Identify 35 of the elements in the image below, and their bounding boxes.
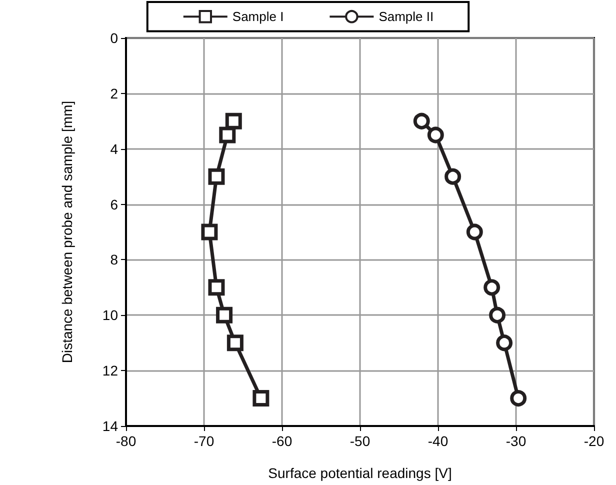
x-tick-label: -20 [584,433,604,449]
point [413,112,430,130]
y-tick-label: 12 [102,362,118,379]
x-axis-title: Surface potential readings [V] [268,465,452,481]
point [219,126,236,144]
x-tick-label: -30 [506,433,526,449]
point [226,334,244,352]
legend-label: Sample II [378,9,434,24]
y-tick-label: 2 [110,85,118,102]
x-tick-label: -60 [272,433,292,449]
point [489,306,506,324]
point [216,306,233,324]
y-tick-label: 0 [110,30,118,46]
y-tick-label: 10 [102,307,118,324]
point [225,112,242,130]
point [496,334,513,352]
point [208,279,225,296]
y-axis-title: Distance between probe and sample [mm] [59,100,75,364]
legend-label: Sample I [232,9,284,24]
point [427,126,444,144]
point [201,224,218,240]
y-tick-label: 6 [110,196,118,212]
point [484,279,500,296]
y-tick-label: 4 [110,140,118,157]
x-tick-label: -40 [428,433,448,449]
x-tick-label: -80 [116,433,136,449]
point [444,168,462,185]
y-tick-label: 14 [102,418,118,434]
point [466,224,483,240]
point [252,390,270,407]
point [510,390,527,407]
x-tick-label: -70 [194,433,214,449]
x-tick-label: -50 [350,433,370,449]
y-tick-label: 8 [110,252,118,268]
point [208,168,225,185]
